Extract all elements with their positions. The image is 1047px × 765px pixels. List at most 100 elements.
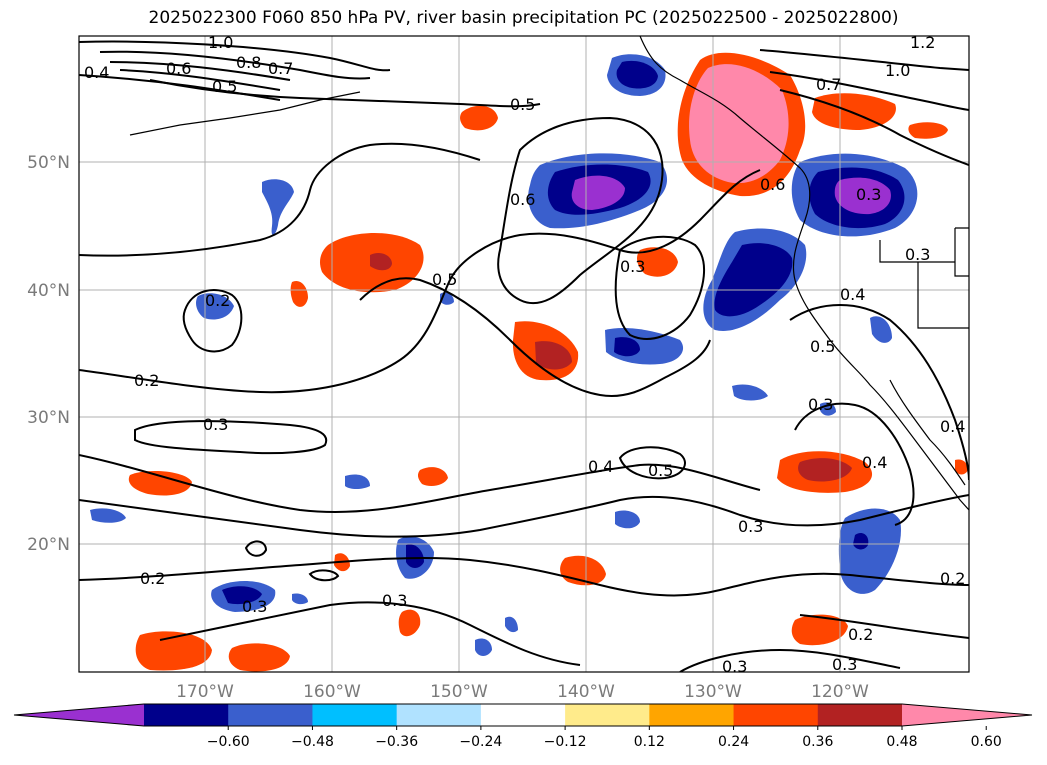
pv-contour-0.2-lower <box>799 614 969 639</box>
positive-anomaly-small-1 <box>460 105 498 131</box>
lon-label: 160°W <box>303 682 361 702</box>
colorbar-segment <box>396 704 482 726</box>
pv-contours <box>79 40 969 672</box>
pv-contour-upper-right-2 <box>769 71 969 111</box>
colorbar-segment <box>144 704 229 726</box>
plot-frame <box>78 35 970 673</box>
contour-label: 1.0 <box>885 61 910 80</box>
colorbar-segment <box>312 704 398 726</box>
contour-label: 0.2 <box>140 569 165 588</box>
positive-anomaly-small-5 <box>128 470 192 496</box>
graticule <box>79 36 969 672</box>
negative-anomaly-small-10 <box>505 616 518 633</box>
negative-anomaly-small-2-core <box>406 544 424 568</box>
map-title: 2025022300 F060 850 hPa PV, river basin … <box>148 8 899 28</box>
pv-contour-0.6 <box>119 69 281 91</box>
pv-contour-0.2-band <box>79 556 969 597</box>
colorbar-tick-label: 0.12 <box>634 734 665 750</box>
negative-anomaly-pacnw-peak <box>834 177 891 215</box>
colorbar: −0.60 −0.48 −0.36 −0.24 −0.12 0.12 0.24 0.36 0.4… <box>13 703 1033 750</box>
contour-label: 0.7 <box>268 59 293 78</box>
contour-label: 0.3 <box>203 415 228 434</box>
contour-label: 0.3 <box>722 657 747 676</box>
positive-anomaly-small-14 <box>955 459 968 475</box>
negative-anomaly-small-9 <box>475 638 492 656</box>
colorbar-tick-label: −0.24 <box>459 734 502 750</box>
pv-contour-0.7 <box>109 61 291 81</box>
contour-label: 0.3 <box>832 655 857 674</box>
colorbar-segment <box>817 704 903 726</box>
negative-anomaly-small-5 <box>90 508 126 523</box>
contour-label: 0.3 <box>382 591 407 610</box>
contour-label: 0.5 <box>432 270 457 289</box>
negative-anomaly-aleutian-core <box>616 60 658 89</box>
negative-anomaly-subtropic-core <box>614 337 640 357</box>
pv-contour-0.2-loop <box>182 289 243 353</box>
negative-anomaly-small-6 <box>345 474 370 489</box>
longitude-labels: 170°W 160°W 150°W 140°W 130°W 120°W <box>176 682 869 702</box>
positive-anomaly-small-6 <box>135 631 212 671</box>
contour-label: 0.6 <box>510 190 535 209</box>
colorbar-segment <box>565 704 650 726</box>
pv-contour-0.3-right <box>794 402 915 526</box>
positive-anomaly-small-9 <box>791 614 848 646</box>
negative-anomaly-120w <box>838 508 901 594</box>
pv-contour-0.3-loop <box>134 420 328 455</box>
colorbar-segment <box>480 704 566 726</box>
pv-contour-0.5-loop <box>618 446 686 480</box>
pv-contour-0.3-bottom <box>679 648 901 672</box>
negative-anomaly-small-11 <box>292 593 308 605</box>
pv-contour-0.4 <box>79 74 281 101</box>
pv-contour-0.3-lower <box>159 601 581 666</box>
lon-label: 140°W <box>557 682 615 702</box>
lat-label: 40°N <box>27 281 70 301</box>
contour-label: 0.8 <box>236 53 261 72</box>
pv-contour-0.8 <box>99 50 371 80</box>
positive-anomaly-small-4 <box>908 122 948 139</box>
colorbar-extend-high <box>902 704 1032 726</box>
contour-label: 0.2 <box>848 625 873 644</box>
pv-contour-0.5 <box>149 79 541 108</box>
pv-contour-0.3-band <box>79 494 969 538</box>
contour-label: 0.3 <box>808 395 833 414</box>
negative-anomaly-california-core <box>714 243 793 317</box>
positive-anomaly-small-7 <box>228 643 290 672</box>
lon-label: 130°W <box>684 682 742 702</box>
colorbar-tick-label: 0.36 <box>802 734 833 750</box>
positive-anomaly-alaska-core <box>689 64 789 184</box>
contour-label: 0.4 <box>862 453 887 472</box>
contour-label: 0.6 <box>760 175 785 194</box>
pv-contour-1.0 <box>79 40 391 72</box>
negative-anomaly-small-7 <box>615 510 640 529</box>
pv-contour-upper-right <box>759 49 969 71</box>
positive-anomaly-small-11 <box>417 467 448 486</box>
contour-label: 0.3 <box>856 185 881 204</box>
pv-contour-mid-0.6 <box>497 116 664 305</box>
negative-anomaly-small-4 <box>262 179 294 235</box>
contour-label: 0.4 <box>840 285 865 304</box>
contour-label: 0.4 <box>84 63 109 82</box>
contour-labels: 1.0 0.8 0.7 0.6 0.5 0.4 1.2 1.0 0.7 0.5 … <box>84 36 965 676</box>
negative-anomaly-120w-core <box>853 533 869 550</box>
negative-anomaly-mid-north-peak <box>571 175 625 210</box>
contour-label: 0.5 <box>648 461 673 480</box>
map-plot: 1.0 0.8 0.7 0.6 0.5 0.4 1.2 1.0 0.7 0.5 … <box>79 36 969 676</box>
positive-anomaly-small-2 <box>637 247 678 277</box>
contour-label: 0.2 <box>205 291 230 310</box>
positive-anomaly-125w-core <box>798 458 852 482</box>
precipitation-shading <box>90 52 968 672</box>
colorbar-tick-label: −0.36 <box>375 734 418 750</box>
contour-label: 0.3 <box>905 245 930 264</box>
latitude-labels: 50°N 40°N 30°N 20°N <box>27 153 70 555</box>
negative-anomaly-small-8 <box>732 384 768 401</box>
lon-label: 170°W <box>176 682 234 702</box>
lon-label: 150°W <box>430 682 488 702</box>
colorbar-tick-label: −0.48 <box>291 734 334 750</box>
lat-label: 30°N <box>27 408 70 428</box>
pv-contour-0.4-band <box>79 454 761 513</box>
positive-anomaly-small-13 <box>398 609 421 637</box>
pv-contour-upper-right-3 <box>779 89 969 166</box>
lon-label: 120°W <box>811 682 869 702</box>
colorbar-outline <box>13 703 1033 727</box>
lat-label: 20°N <box>27 535 70 555</box>
